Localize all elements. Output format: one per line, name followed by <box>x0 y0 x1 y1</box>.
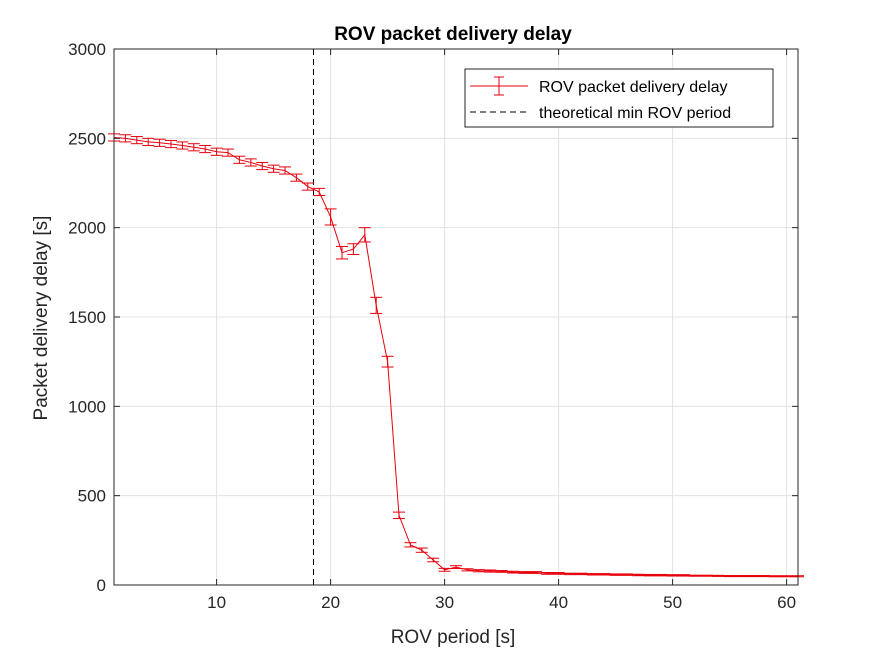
axes-box <box>113 48 799 586</box>
y-tick-label: 3000 <box>68 40 106 59</box>
error-bar <box>233 155 246 164</box>
error-bar <box>700 574 713 577</box>
error-bar <box>564 572 576 576</box>
error-bar <box>393 511 405 520</box>
error-bar <box>507 570 519 574</box>
error-bar <box>586 573 599 576</box>
x-tick-label: 10 <box>207 593 226 612</box>
error-bar <box>427 557 440 563</box>
error-bar <box>301 182 314 191</box>
y-tick-label: 500 <box>78 487 106 506</box>
error-bar <box>495 570 508 573</box>
error-bar <box>381 355 394 368</box>
error-bar <box>176 141 189 150</box>
grid <box>114 48 798 586</box>
error-bar <box>461 568 474 572</box>
error-bar <box>666 574 679 577</box>
error-bar <box>336 245 348 260</box>
x-tick-label: 30 <box>435 593 454 612</box>
error-bar <box>780 575 793 578</box>
error-bar <box>735 575 747 578</box>
error-bar <box>689 574 702 577</box>
error-bar <box>313 187 326 197</box>
error-bar <box>450 565 462 570</box>
legend: ROV packet delivery delay theoretical mi… <box>464 68 774 128</box>
error-bar <box>438 567 451 572</box>
error-bar <box>210 147 223 156</box>
error-bar <box>575 572 588 576</box>
error-bar <box>757 575 770 578</box>
error-bar <box>222 148 234 157</box>
series-layer <box>108 133 804 578</box>
error-bar <box>358 227 371 243</box>
error-bar <box>153 138 166 147</box>
error-bar <box>723 575 736 578</box>
error-bar <box>142 137 155 146</box>
error-bar <box>552 571 565 575</box>
legend-label-reference: theoretical min ROV period <box>539 105 731 122</box>
error-bar <box>632 573 645 577</box>
error-bar <box>267 164 280 173</box>
error-bar <box>290 173 303 182</box>
error-bar <box>347 243 360 255</box>
error-bar <box>244 158 257 167</box>
error-bar <box>655 573 668 577</box>
legend-series-marker <box>470 76 528 96</box>
x-tick-label: 50 <box>663 593 682 612</box>
y-tick-label: 2000 <box>68 219 106 238</box>
error-bar <box>165 139 177 149</box>
x-tick-label: 40 <box>549 593 568 612</box>
legend-label-series: ROV packet delivery delay <box>539 79 728 96</box>
x-tick-label: 60 <box>777 593 796 612</box>
error-bar <box>609 573 622 576</box>
error-bar <box>643 573 656 577</box>
y-tick-label: 0 <box>97 576 106 595</box>
error-bar <box>187 143 200 152</box>
x-axis-title: ROV period [s] <box>391 627 516 648</box>
y-axis-title: Packet delivery delay [s] <box>31 216 52 421</box>
axes: 10 20 30 40 50 60 0 500 1000 1500 2000 2500 3000 <box>68 40 799 612</box>
error-bar <box>712 574 725 577</box>
chart-title: ROV packet delivery delay <box>334 24 572 45</box>
y-tick-label: 1500 <box>68 308 106 327</box>
error-bar <box>256 161 269 171</box>
error-bar <box>279 166 291 175</box>
error-bar <box>119 134 132 143</box>
error-bar <box>621 573 633 576</box>
error-bar <box>678 574 690 577</box>
error-bar <box>746 575 759 578</box>
error-bar <box>130 136 143 145</box>
legend-box <box>464 68 774 128</box>
error-bar <box>484 569 497 573</box>
y-tick-label: 2500 <box>68 129 106 148</box>
error-bar <box>199 144 212 154</box>
error-bar <box>529 571 542 574</box>
error-bar <box>598 573 611 576</box>
error-bar <box>541 571 554 575</box>
y-tick-label: 1000 <box>68 397 106 416</box>
error-bar <box>415 547 428 553</box>
error-bar <box>769 575 782 578</box>
error-bar <box>324 208 337 226</box>
error-bar <box>370 296 383 314</box>
error-bar <box>518 571 531 574</box>
error-bar <box>404 542 417 548</box>
error-bar <box>472 569 485 573</box>
x-tick-label: 20 <box>321 593 340 612</box>
